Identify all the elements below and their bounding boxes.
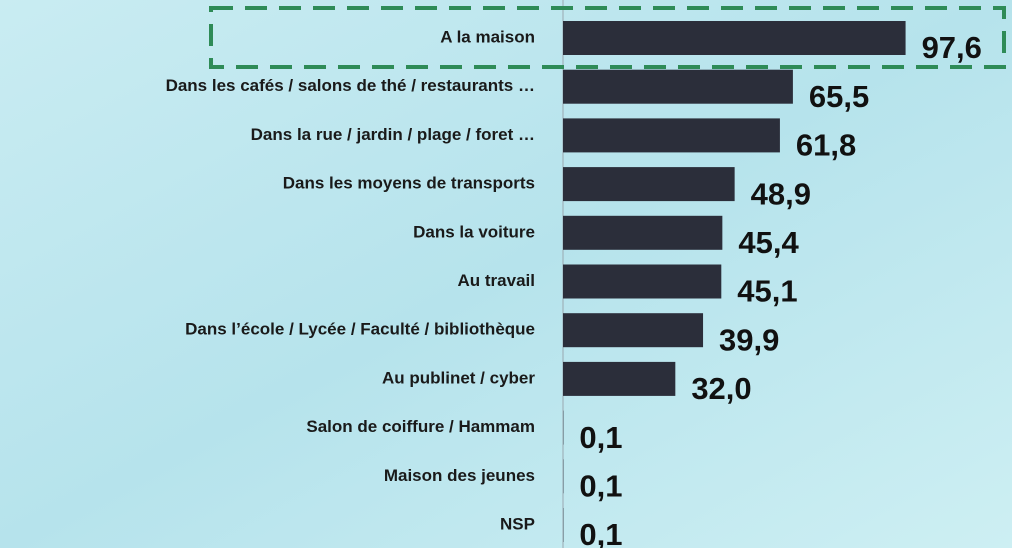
category-label: Dans l’école / Lycée / Faculté / bibliot… <box>185 320 535 339</box>
bar <box>563 313 704 348</box>
category-label: Dans la voiture <box>413 222 535 241</box>
category-label: NSP <box>500 514 535 533</box>
bar <box>563 361 676 396</box>
category-label: Dans les moyens de transports <box>283 174 535 193</box>
category-label: Au travail <box>458 271 535 290</box>
category-label: Au publinet / cyber <box>382 368 535 387</box>
value-label: 0,1 <box>579 468 622 503</box>
value-label: 48,9 <box>751 176 811 211</box>
value-label: 61,8 <box>796 128 856 163</box>
bar <box>563 69 793 104</box>
value-label: 65,5 <box>809 79 869 114</box>
value-label: 32,0 <box>691 371 751 406</box>
category-label: Dans la rue / jardin / plage / foret … <box>251 125 535 144</box>
bar <box>563 215 723 250</box>
value-label: 0,1 <box>579 420 622 455</box>
category-label: Salon de coiffure / Hammam <box>306 417 535 436</box>
category-label: A la maison <box>440 27 535 46</box>
bar <box>563 21 906 55</box>
highlight-box <box>209 6 1006 69</box>
value-label: 97,6 <box>922 30 982 65</box>
category-label: Maison des jeunes <box>384 466 535 485</box>
bar <box>563 167 735 202</box>
value-label: 0,1 <box>579 517 622 548</box>
category-label: Dans les cafés / salons de thé / restaur… <box>166 76 535 95</box>
bar <box>563 264 722 299</box>
value-label: 45,4 <box>738 225 799 260</box>
value-label: 39,9 <box>719 322 779 357</box>
bar <box>563 118 780 153</box>
value-label: 45,1 <box>737 274 797 309</box>
